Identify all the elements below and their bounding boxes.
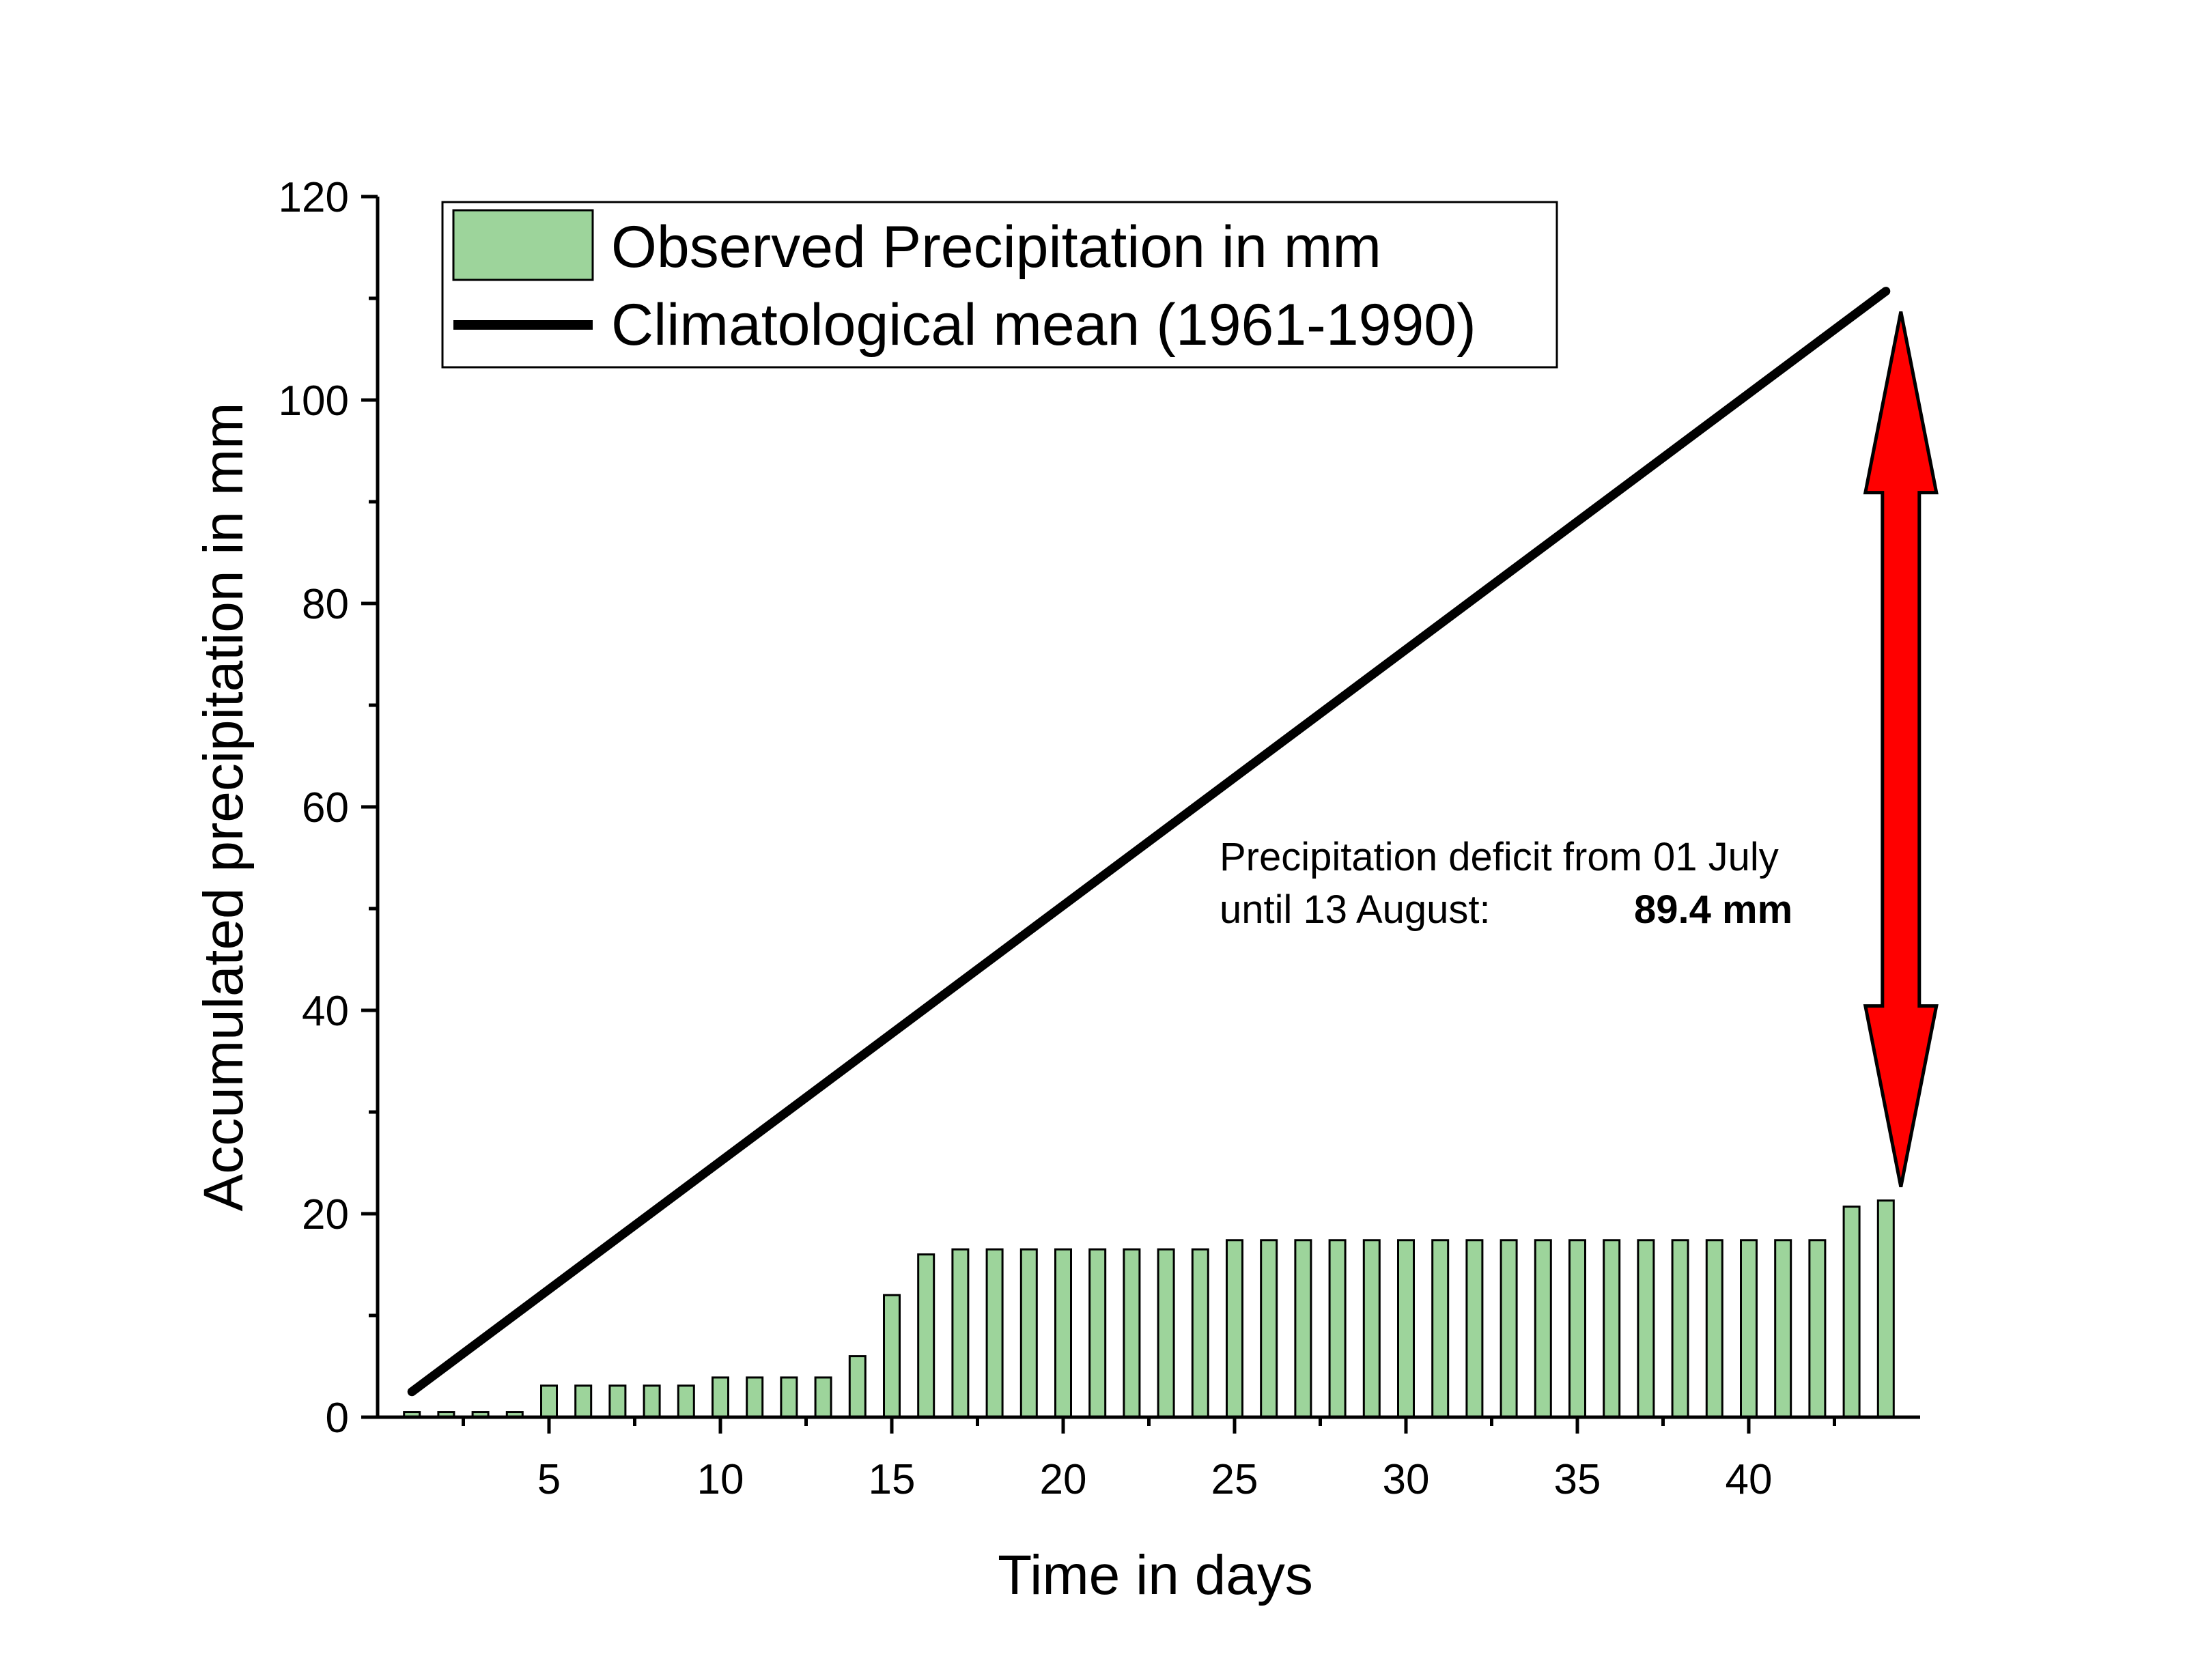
bar [917, 1253, 935, 1419]
y-tick-label: 120 [279, 174, 349, 221]
climatological-mean-line [407, 287, 1891, 1397]
bar [1740, 1239, 1758, 1419]
legend: Observed Precipitation in mm Climatologi… [441, 201, 1558, 369]
bar [1431, 1239, 1450, 1419]
x-tick-label: 5 [537, 1456, 561, 1503]
deficit-annotation: Precipitation deficit from 01 July until… [1220, 835, 1792, 932]
bar [1088, 1248, 1107, 1419]
bar [985, 1248, 1004, 1419]
x-tick-label: 20 [1040, 1456, 1087, 1503]
x-tick-label: 40 [1726, 1456, 1773, 1503]
bar [574, 1384, 593, 1419]
bar [1808, 1239, 1827, 1419]
bar [1637, 1239, 1655, 1419]
bar [1157, 1248, 1175, 1419]
bar [1260, 1239, 1278, 1419]
x-tick-label: 15 [869, 1456, 916, 1503]
bar [1705, 1239, 1723, 1419]
bar [540, 1384, 558, 1419]
axes-layer [376, 197, 1920, 1419]
y-tick-label: 80 [302, 581, 349, 628]
arrow-layer [1863, 311, 1939, 1188]
bar [883, 1294, 901, 1419]
y-tick-label: 40 [302, 988, 349, 1035]
bar [1568, 1239, 1586, 1419]
x-tick-label: 25 [1211, 1456, 1258, 1503]
x-tick-label: 30 [1383, 1456, 1430, 1503]
bar [746, 1376, 764, 1419]
bar [1603, 1239, 1621, 1419]
bar [1465, 1239, 1484, 1419]
bars-layer [403, 1199, 1895, 1419]
bar [1362, 1239, 1381, 1419]
legend-box [441, 201, 1558, 369]
deficit-text-line2: until 13 August: [1220, 887, 1491, 932]
bar [608, 1384, 627, 1419]
bar [643, 1384, 661, 1419]
bar [814, 1376, 832, 1419]
legend-label-observed: Observed Precipitation in mm [611, 214, 1381, 280]
bar [1294, 1239, 1312, 1419]
line-layer [407, 287, 1891, 1397]
deficit-value: 89.4 mm [1634, 887, 1792, 932]
bar [1500, 1239, 1518, 1419]
bar [1842, 1206, 1861, 1419]
ticks-layer: 0 20 40 60 80 100 120 5 10 15 20 25 30 35 40 [279, 174, 1836, 1503]
x-tick-label: 35 [1554, 1456, 1601, 1503]
bar [1226, 1239, 1243, 1419]
y-axis-title: Accumulated precipitation in mm [193, 403, 255, 1212]
bar [780, 1376, 798, 1419]
bar [1671, 1239, 1689, 1419]
y-tick-label: 100 [279, 378, 349, 425]
legend-label-mean: Climatological mean (1961-1990) [611, 292, 1476, 358]
y-tick-label: 0 [326, 1395, 349, 1442]
bar [1876, 1199, 1895, 1419]
bar [1191, 1248, 1209, 1419]
legend-bar-swatch [452, 209, 594, 281]
deficit-arrow [1863, 311, 1939, 1188]
deficit-text-line1: Precipitation deficit from 01 July [1220, 835, 1779, 879]
bar [1534, 1239, 1552, 1419]
y-tick-label: 60 [302, 784, 349, 831]
bar [1054, 1248, 1072, 1419]
bar [951, 1248, 970, 1419]
bar [677, 1384, 695, 1419]
bar [1123, 1248, 1141, 1419]
bar [1397, 1239, 1415, 1419]
y-tick-label: 20 [302, 1191, 349, 1238]
x-axis-title: Time in days [998, 1544, 1313, 1606]
x-tick-label: 10 [697, 1456, 744, 1503]
bar [848, 1355, 867, 1419]
bar [712, 1376, 729, 1419]
bar [1328, 1239, 1347, 1419]
bar [1774, 1239, 1792, 1419]
bar [1019, 1248, 1038, 1419]
